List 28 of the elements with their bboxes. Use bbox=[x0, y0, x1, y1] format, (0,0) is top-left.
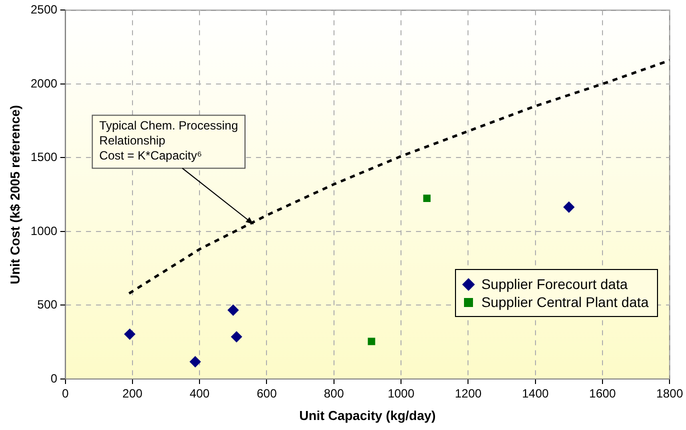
x-tick-label: 1400 bbox=[522, 386, 550, 401]
y-axis-title: Unit Cost (k$ 2005 reference) bbox=[7, 105, 22, 284]
y-tick-label: 2500 bbox=[30, 2, 58, 17]
x-tick-label: 1200 bbox=[454, 386, 482, 401]
point bbox=[423, 194, 431, 202]
x-tick-label: 400 bbox=[190, 386, 210, 401]
x-tick-label: 800 bbox=[324, 386, 344, 401]
x-tick-label: 1800 bbox=[656, 386, 684, 401]
y-tick-label: 500 bbox=[37, 298, 58, 312]
y-tick-label: 2000 bbox=[30, 76, 58, 90]
annotation: Typical Chem. Processing Relationship Cost = K*Capacity⁶ bbox=[99, 118, 238, 163]
x-tick-label: 200 bbox=[122, 386, 143, 401]
y-tick-label: 1500 bbox=[30, 150, 58, 164]
point bbox=[190, 356, 201, 368]
x-axis-title: Unit Capacity (kg/day) bbox=[299, 408, 436, 423]
point bbox=[231, 331, 242, 342]
x-tick-label: 0 bbox=[62, 386, 69, 401]
point bbox=[368, 338, 376, 346]
x-tick-label: 1600 bbox=[589, 386, 616, 401]
y-tick-label: 0 bbox=[50, 371, 58, 386]
legend-label: Supplier Forecourt data bbox=[480, 276, 629, 292]
x-tick-label: 1000 bbox=[388, 386, 415, 401]
y-tick-label: 1000 bbox=[30, 224, 58, 238]
point bbox=[228, 304, 239, 316]
x-tick-label: 600 bbox=[256, 386, 278, 401]
point bbox=[563, 202, 574, 213]
legend-label: Supplier Central Plant data bbox=[480, 294, 649, 310]
point bbox=[124, 328, 136, 340]
